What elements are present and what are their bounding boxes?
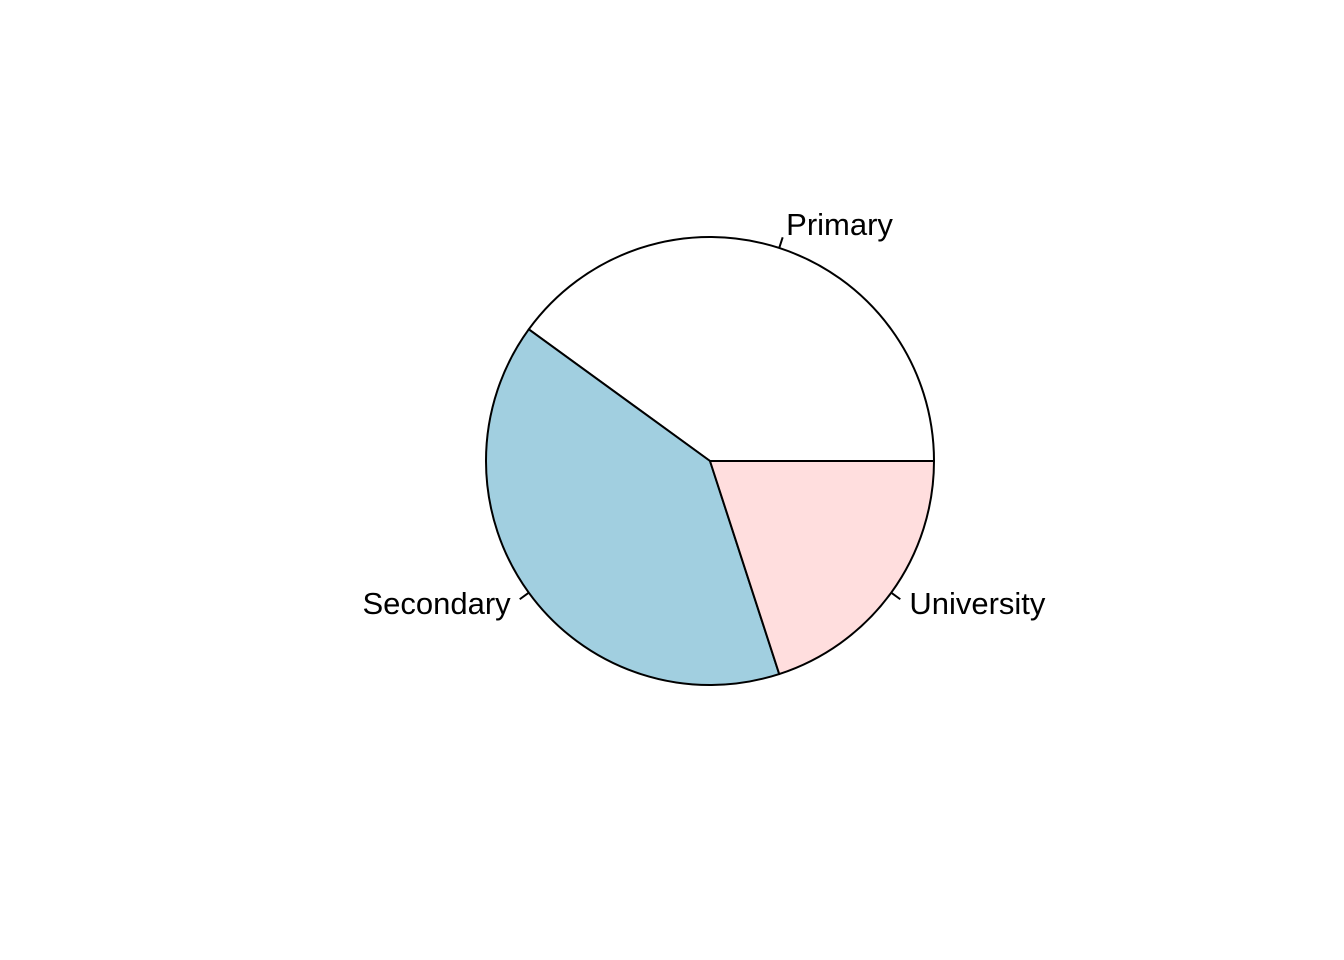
pie-slices <box>485 236 935 686</box>
pie-label-primary: Primary <box>786 207 893 242</box>
pie-leader-primary <box>778 237 784 249</box>
pie-label-university: University <box>909 586 1046 621</box>
pie-label-secondary: Secondary <box>362 586 511 621</box>
pie-leader-secondary <box>519 591 530 601</box>
pie-leader-university <box>890 591 901 601</box>
pie-slice-university <box>709 460 935 676</box>
pie-leader-lines <box>519 237 901 601</box>
pie-labels: Primary Secondary University <box>362 207 1045 621</box>
